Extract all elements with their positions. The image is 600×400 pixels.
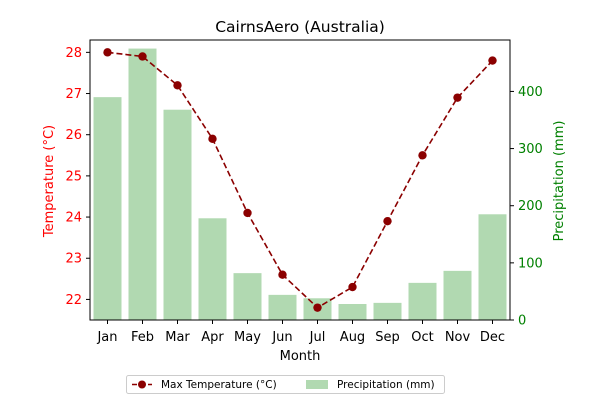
chart-title: CairnsAero (Australia) <box>215 18 385 36</box>
x-tick-label: Nov <box>445 330 471 345</box>
legend-precipitation-swatch <box>306 380 328 389</box>
precipitation-bar-nov <box>443 270 472 320</box>
x-tick-label: Mar <box>165 330 190 345</box>
temperature-point-jul <box>313 303 322 312</box>
left-y-tick-label: 27 <box>65 87 82 102</box>
axes: Jan Feb Mar Apr May Jun Jul Aug Sep Oct Nov Dec 22 23… <box>65 39 543 345</box>
precipitation-bar-sep <box>373 302 402 320</box>
temperature-line <box>103 48 497 312</box>
temperature-point-jan <box>103 48 112 57</box>
right-axis-title: Precipitation (mm) <box>552 121 567 242</box>
temperature-point-may <box>243 208 252 218</box>
temperature-point-mar <box>173 81 182 90</box>
legend-precipitation-label: Precipitation (mm) <box>337 379 435 391</box>
temperature-point-jun <box>278 270 287 279</box>
x-tick-label: Jun <box>271 330 292 345</box>
legend-frame <box>126 375 445 394</box>
precipitation-bar-oct <box>408 282 437 320</box>
left-y-tick-label: 22 <box>65 293 82 308</box>
precipitation-bar-mar <box>163 109 192 320</box>
precipitation-bar-may <box>233 273 262 320</box>
x-tick-label: Jan <box>96 330 117 345</box>
left-y-tick-label: 23 <box>65 252 82 267</box>
right-y-tick-label: 100 <box>518 256 543 271</box>
x-tick-label: Dec <box>480 330 505 345</box>
temperature-point-sep <box>383 216 392 226</box>
x-tick-label: Aug <box>340 330 365 345</box>
plot-frame <box>89 39 511 321</box>
right-y-tick-label: 200 <box>518 199 543 214</box>
x-axis-title: Month <box>280 349 321 364</box>
right-y-tick-label: 300 <box>518 142 543 157</box>
precipitation-bar-jan <box>93 97 122 321</box>
temperature-point-dec <box>488 56 497 65</box>
precipitation-bar-aug <box>338 304 367 320</box>
temperature-series-line <box>107 51 494 309</box>
precipitation-bar-dec <box>478 214 507 320</box>
x-tick-label: Apr <box>201 330 224 345</box>
right-y-tick-label: 400 <box>518 85 543 100</box>
left-axis-title: Temperature (°C) <box>42 125 57 238</box>
x-tick-label: Jul <box>309 330 326 345</box>
legend-temperature-marker-swatch <box>138 380 146 389</box>
precipitation-bars <box>93 48 507 321</box>
left-y-tick-label: 25 <box>65 169 82 184</box>
x-tick-label: Oct <box>411 330 433 345</box>
x-tick-label: Feb <box>131 330 154 345</box>
legend: Max Temperature (°C) Precipitation (mm) <box>126 375 445 394</box>
x-tick-label: May <box>234 330 261 345</box>
legend-temperature-label: Max Temperature (°C) <box>161 379 277 391</box>
x-tick-label: Sep <box>375 330 400 345</box>
precipitation-bar-feb <box>128 48 157 320</box>
left-y-tick-label: 24 <box>65 211 82 226</box>
temperature-point-apr <box>208 134 217 144</box>
temperature-point-feb <box>138 52 147 61</box>
precipitation-bar-jun <box>268 294 297 320</box>
precipitation-bar-apr <box>198 218 227 320</box>
temperature-point-oct <box>418 151 427 160</box>
left-y-tick-label: 26 <box>65 128 82 143</box>
temperature-point-aug <box>348 282 357 292</box>
right-y-tick-label: 0 <box>518 314 526 329</box>
left-y-tick-label: 28 <box>65 46 82 61</box>
temperature-point-nov <box>453 93 462 102</box>
